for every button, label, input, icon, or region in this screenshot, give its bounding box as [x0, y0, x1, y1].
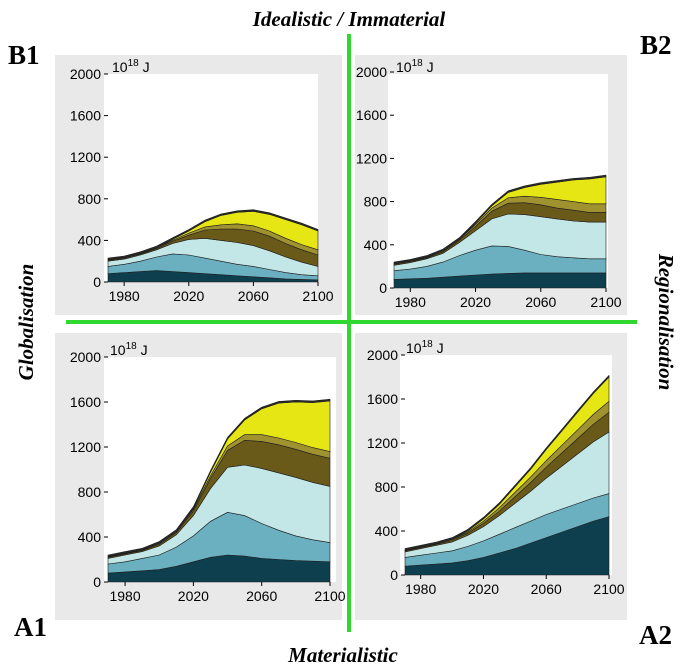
panel-a2-unit-label: 1018 J [406, 339, 444, 356]
panel-b1-ytick-label: 0 [93, 274, 101, 290]
panel-b2-unit-label: 1018 J [396, 58, 434, 75]
panel-a2-ytick-label: 400 [375, 523, 399, 539]
panel-a1-axes: 0 400 800 1200 1600 2000 1980 2020 2060 2100 [70, 349, 346, 604]
panel-b1-series-group [107, 209, 319, 283]
panel-b1: 0 400 800 1200 1600 2000 1980 2020 2060 2100 1018… [55, 55, 342, 315]
panel-a1-chart: 0 400 800 1200 1600 2000 1980 2020 2060 2100 [70, 349, 346, 604]
panel-b2-ytick-label: 0 [379, 280, 387, 296]
panel-b2-xtick-label: 1980 [395, 294, 426, 310]
panel-b2-series-7-area [393, 174, 607, 265]
panel-b1-ytick-label: 1600 [70, 108, 101, 124]
panel-b2-chart: 0 400 800 1200 1600 2000 1980 2020 2060 2100 [356, 64, 622, 310]
quadrant-label-b1: B1 [8, 40, 40, 70]
panel-a1-xtick-label: 2060 [246, 588, 277, 604]
panel-a2-xtick-label: 2100 [593, 581, 624, 597]
axis-title-right: Regionalisation [654, 253, 678, 391]
panel-b2-xtick-label: 2100 [590, 294, 621, 310]
panel-a1-series-group [107, 398, 331, 583]
panel-a2-xtick-label: 2020 [468, 581, 499, 597]
panel-a1-ytick-label: 0 [93, 574, 101, 590]
panel-b2-xtick-label: 2060 [525, 294, 556, 310]
panel-a1-unit-label: 1018 J [110, 341, 148, 358]
panel-a2-ytick-label: 2000 [367, 347, 398, 363]
panel-b1-ytick-label: 400 [78, 232, 102, 248]
panel-a2-ytick-label: 0 [390, 567, 398, 583]
panel-b2-ytick-label: 800 [364, 194, 388, 210]
panel-a1-series-7-area [107, 398, 331, 558]
panel-a2-ytick-label: 800 [375, 479, 399, 495]
quadrant-label-a2: A2 [639, 620, 672, 650]
panel-a1-xtick-label: 2100 [314, 588, 345, 604]
panel-a2-xtick-label: 2060 [531, 581, 562, 597]
panel-a1-ytick-label: 400 [78, 529, 102, 545]
panel-b1-unit-label: 1018 J [112, 58, 150, 75]
axis-title-left: Globalisation [14, 264, 38, 381]
panel-a1-xtick-label: 1980 [109, 588, 140, 604]
panel-b1-xtick-label: 2060 [238, 288, 269, 304]
quadrant-label-a1: A1 [14, 612, 47, 642]
quadrant-label-b2: B2 [640, 30, 672, 60]
panel-b1-chart: 0 400 800 1200 1600 2000 1980 2020 2060 2100 [70, 66, 334, 304]
axis-title-top: Idealistic / Immaterial [252, 7, 446, 31]
panel-b2-ytick-label: 400 [364, 237, 388, 253]
panel-b1-xtick-label: 2020 [173, 288, 204, 304]
panel-b2-ytick-label: 2000 [356, 64, 387, 80]
panel-a1: 0 400 800 1200 1600 2000 1980 2020 2060 2100 1018… [55, 333, 346, 620]
axis-title-bottom: Materialistic [287, 643, 398, 667]
panel-a1-xtick-label: 2020 [178, 588, 209, 604]
panel-b1-xtick-label: 2100 [302, 288, 333, 304]
panel-a2-series-7-area [404, 374, 610, 551]
panel-b2-axes: 0 400 800 1200 1600 2000 1980 2020 2060 2100 [356, 64, 622, 310]
panel-a2-ytick-label: 1200 [367, 435, 398, 451]
panel-a2-ytick-label: 1600 [367, 391, 398, 407]
panel-b1-ytick-label: 1200 [70, 149, 101, 165]
panel-a1-ytick-label: 800 [78, 484, 102, 500]
panel-b1-ytick-label: 800 [78, 191, 102, 207]
panel-b2: 0 400 800 1200 1600 2000 1980 2020 2060 2100 1018… [355, 55, 627, 315]
panel-a2-xtick-label: 1980 [405, 581, 436, 597]
panel-a1-ytick-label: 1600 [70, 394, 101, 410]
panel-b2-ytick-label: 1600 [356, 107, 387, 123]
panel-b2-series-group [393, 174, 607, 289]
panel-a1-ytick-label: 1200 [70, 439, 101, 455]
panel-a2-chart: 0 400 800 1200 1600 2000 1980 2020 2060 2100 [367, 347, 625, 597]
panel-a2: 0 400 800 1200 1600 2000 1980 2020 2060 2100 1018… [355, 333, 627, 620]
panel-a2-axes: 0 400 800 1200 1600 2000 1980 2020 2060 2100 [367, 347, 625, 597]
panel-b1-series-7-area [107, 209, 319, 260]
panel-b1-axes: 0 400 800 1200 1600 2000 1980 2020 2060 2100 [70, 66, 334, 304]
panel-b1-ytick-label: 2000 [70, 66, 101, 82]
panel-b2-xtick-label: 2020 [460, 294, 491, 310]
panel-b1-xtick-label: 1980 [109, 288, 140, 304]
panel-a1-ytick-label: 2000 [70, 349, 101, 365]
panel-b2-ytick-label: 1200 [356, 150, 387, 166]
